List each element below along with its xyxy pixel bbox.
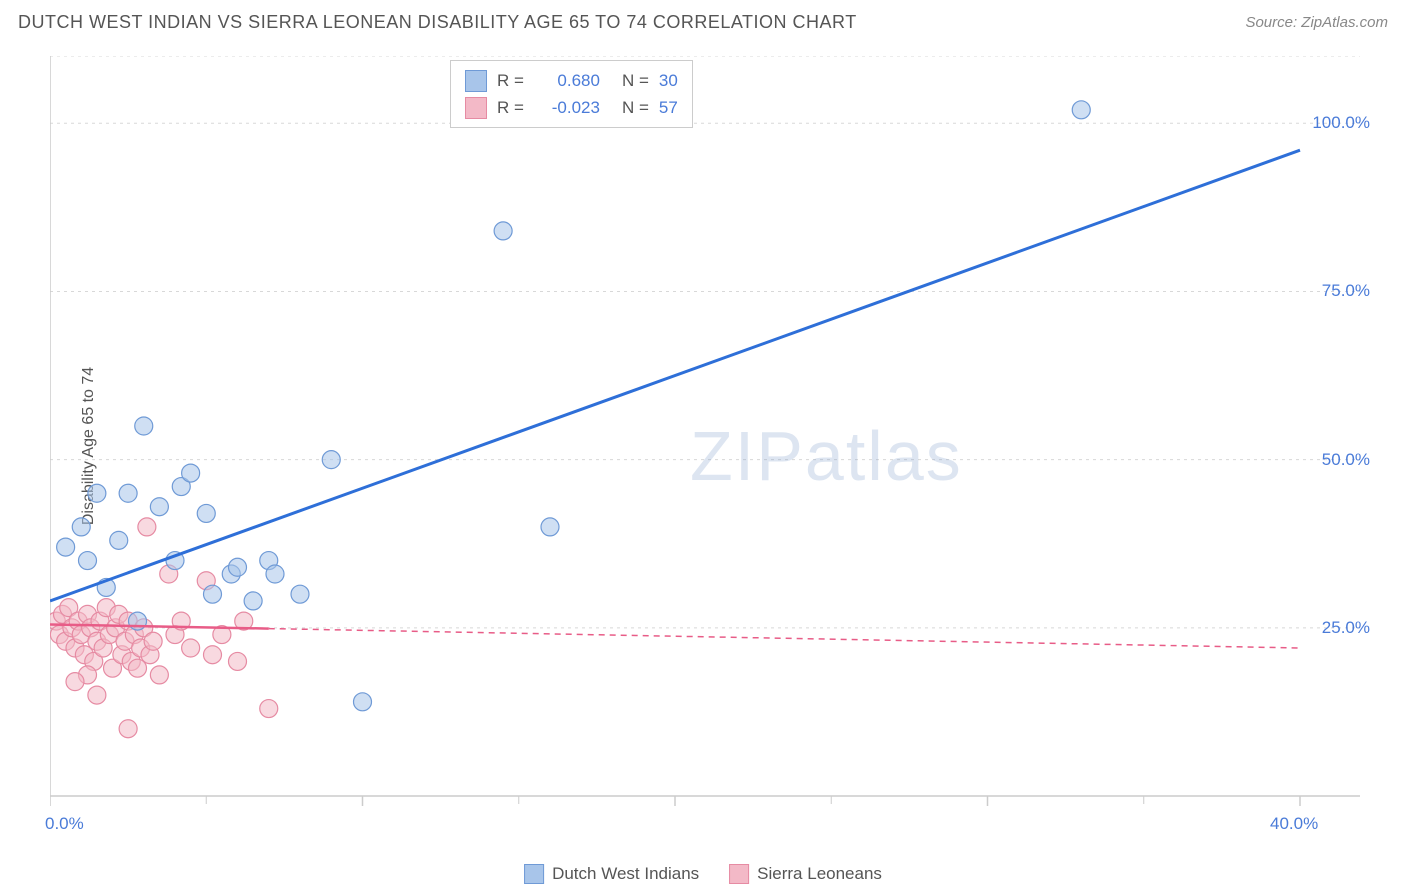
legend-item-sierra: Sierra Leoneans (729, 864, 882, 884)
legend-swatch-icon (524, 864, 544, 884)
stats-box: R = 0.680 N = 30 R = -0.023 N = 57 (450, 60, 693, 128)
legend-label: Sierra Leoneans (757, 864, 882, 884)
y-tick-label: 100.0% (1312, 113, 1370, 133)
scatter-plot (50, 56, 1370, 816)
r-value: 0.680 (534, 67, 600, 94)
y-tick-label: 75.0% (1322, 281, 1370, 301)
n-value: 57 (659, 94, 678, 121)
stats-swatch-icon (465, 97, 487, 119)
x-tick-label: 40.0% (1270, 814, 1318, 834)
header: DUTCH WEST INDIAN VS SIERRA LEONEAN DISA… (18, 12, 1388, 33)
source-label: Source: ZipAtlas.com (1245, 14, 1388, 31)
r-label: R = (497, 94, 524, 121)
stats-swatch-icon (465, 70, 487, 92)
y-tick-label: 25.0% (1322, 618, 1370, 638)
legend-label: Dutch West Indians (552, 864, 699, 884)
x-tick-label: 0.0% (45, 814, 84, 834)
chart-area: ZIPatlas R =0.680N =30R =-0.023N =57 25.… (50, 56, 1370, 816)
y-tick-label: 50.0% (1322, 450, 1370, 470)
legend-swatch-icon (729, 864, 749, 884)
legend-item-dutch: Dutch West Indians (524, 864, 699, 884)
n-label: N = (622, 94, 649, 121)
n-value: 30 (659, 67, 678, 94)
stats-row: R = -0.023 N = 57 (465, 94, 678, 121)
chart-title: DUTCH WEST INDIAN VS SIERRA LEONEAN DISA… (18, 12, 857, 33)
stats-row: R = 0.680 N = 30 (465, 67, 678, 94)
n-label: N = (622, 67, 649, 94)
r-value: -0.023 (534, 94, 600, 121)
r-label: R = (497, 67, 524, 94)
bottom-legend: Dutch West Indians Sierra Leoneans (524, 864, 882, 884)
